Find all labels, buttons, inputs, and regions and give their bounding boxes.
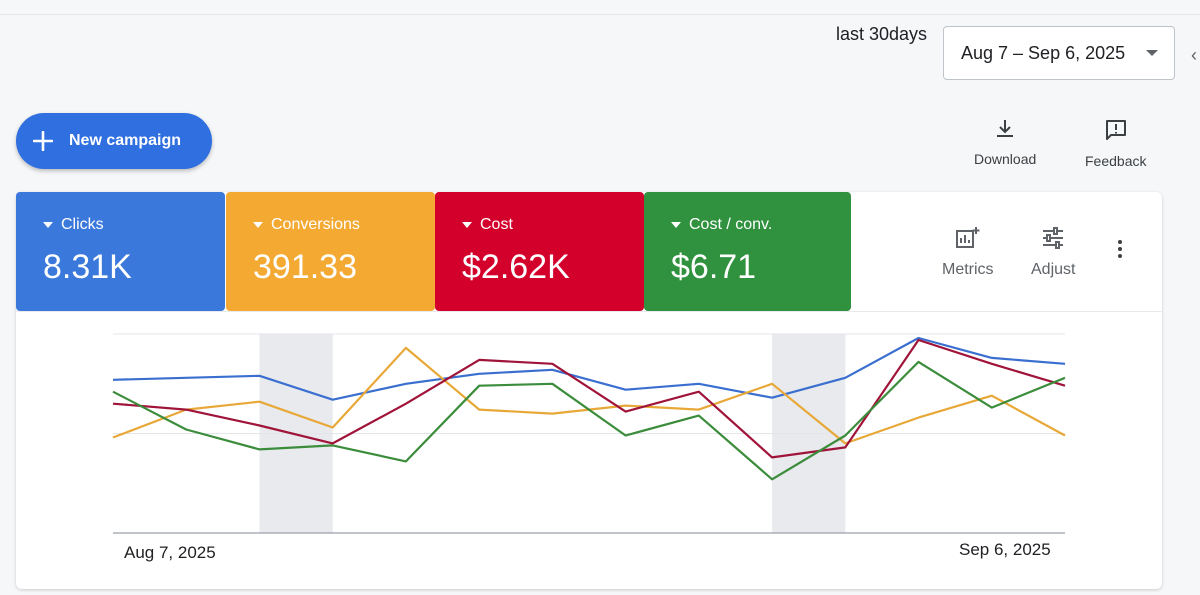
date-range-value: Aug 7 – Sep 6, 2025 bbox=[961, 42, 1126, 63]
new-campaign-button[interactable]: New campaign bbox=[16, 113, 212, 169]
date-range-select[interactable]: Aug 7 – Sep 6, 2025 bbox=[943, 26, 1175, 80]
date-range-row: last 30days bbox=[836, 24, 939, 45]
download-icon bbox=[994, 118, 1016, 145]
performance-chart bbox=[112, 333, 1066, 534]
x-axis-start-label: Aug 7, 2025 bbox=[124, 543, 216, 562]
plus-icon bbox=[33, 131, 53, 151]
download-button[interactable]: Download bbox=[974, 118, 1036, 167]
download-label: Download bbox=[974, 151, 1037, 167]
adjust-button[interactable]: Adjust bbox=[1031, 226, 1075, 279]
dropdown-caret-icon bbox=[43, 222, 53, 228]
series-line-0 bbox=[112, 336, 1066, 401]
chart-divider bbox=[16, 311, 1162, 312]
scorecard-conversions[interactable]: Conversions 391.33 bbox=[226, 192, 435, 311]
scorecard-clicks[interactable]: Clicks 8.31K bbox=[16, 192, 225, 311]
feedback-button[interactable]: Feedback bbox=[1085, 118, 1146, 169]
scorecard-value: $6.71 bbox=[671, 248, 757, 286]
dropdown-caret-icon bbox=[253, 222, 263, 228]
scorecard-label: Cost bbox=[480, 216, 513, 233]
dropdown-caret-icon bbox=[462, 222, 472, 228]
adjust-icon bbox=[1041, 226, 1065, 255]
series-line-1 bbox=[112, 346, 1066, 445]
metrics-icon bbox=[955, 226, 981, 255]
dropdown-caret-icon bbox=[671, 222, 681, 228]
top-divider bbox=[0, 14, 1200, 15]
scorecard-value: $2.62K bbox=[462, 248, 570, 286]
scorecard-cost[interactable]: Cost $2.62K bbox=[435, 192, 644, 311]
metrics-label: Metrics bbox=[942, 261, 994, 278]
chevron-left-icon[interactable]: ‹ bbox=[1191, 45, 1197, 65]
scorecard-cost-per-conv[interactable]: Cost / conv. $6.71 bbox=[644, 192, 851, 311]
scorecard-label: Cost / conv. bbox=[689, 216, 773, 233]
more-options-icon[interactable] bbox=[1118, 240, 1122, 261]
scorecard-value: 8.31K bbox=[43, 248, 132, 286]
dropdown-caret-icon bbox=[1146, 50, 1158, 56]
series-line-2 bbox=[112, 338, 1066, 459]
adjust-label: Adjust bbox=[1031, 261, 1076, 278]
range-label: last 30days bbox=[836, 24, 928, 44]
scorecard-label: Clicks bbox=[61, 216, 104, 233]
feedback-icon bbox=[1104, 118, 1128, 147]
feedback-label: Feedback bbox=[1085, 153, 1147, 169]
new-campaign-label: New campaign bbox=[69, 132, 182, 149]
scorecard-value: 391.33 bbox=[253, 248, 357, 286]
x-axis-end-label: Sep 6, 2025 bbox=[959, 540, 1051, 559]
metrics-button[interactable]: Metrics bbox=[942, 226, 994, 279]
scorecard-label: Conversions bbox=[271, 216, 360, 233]
series-line-3 bbox=[112, 360, 1066, 481]
